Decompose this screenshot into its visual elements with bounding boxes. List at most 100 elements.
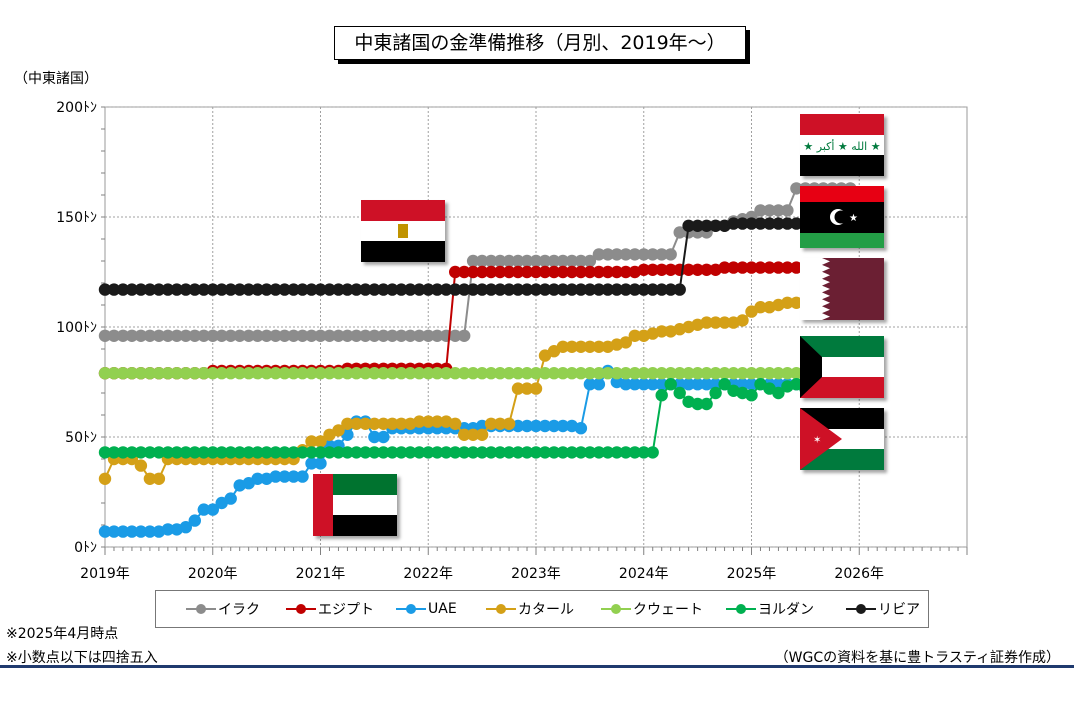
data-point [727, 217, 740, 230]
data-point [422, 446, 435, 459]
data-point [431, 283, 444, 296]
data-point [547, 419, 561, 433]
data-point [377, 430, 390, 444]
data-point [736, 367, 749, 380]
data-point [754, 204, 767, 217]
data-point [449, 265, 462, 279]
data-point [790, 367, 803, 380]
y-tick-label: 150ﾄﾝ [56, 210, 97, 226]
data-point [188, 367, 201, 380]
data-point [251, 283, 264, 296]
data-point [772, 217, 785, 230]
x-tick-label: 2022年 [403, 566, 453, 582]
data-point [565, 340, 579, 353]
data-point [601, 283, 614, 296]
data-point [547, 265, 561, 279]
kuwait-flag [800, 336, 884, 398]
data-point [233, 283, 246, 296]
legend-item: エジプト [286, 591, 374, 627]
data-point [583, 446, 597, 459]
data-point [529, 419, 543, 433]
data-point [296, 446, 309, 459]
data-point [646, 283, 659, 296]
data-point [233, 446, 246, 459]
data-point [637, 378, 650, 391]
y-tick-label: 100ﾄﾝ [56, 320, 97, 336]
data-point [592, 340, 606, 353]
data-point [520, 367, 534, 380]
data-point [754, 367, 767, 380]
data-point [314, 435, 327, 448]
data-point [601, 265, 614, 279]
data-point [565, 367, 579, 380]
data-point [278, 470, 291, 483]
data-point [628, 329, 641, 342]
data-point [475, 254, 489, 268]
data-point [529, 446, 543, 459]
data-point [278, 446, 291, 459]
data-point [736, 261, 749, 274]
x-tick-label: 2025年 [727, 566, 777, 582]
data-point [781, 217, 794, 230]
data-point [179, 283, 192, 296]
data-point [341, 417, 354, 430]
data-point [116, 367, 130, 380]
data-point [781, 261, 794, 274]
data-point [772, 261, 785, 274]
data-point [646, 367, 659, 380]
data-point [98, 367, 112, 380]
data-point [673, 378, 686, 391]
data-point [709, 316, 722, 329]
data-point [287, 446, 300, 459]
legend-marker [396, 604, 426, 614]
data-point [484, 283, 498, 296]
x-tick-label: 2020年 [188, 566, 238, 582]
legend-item: リビア [846, 591, 920, 627]
data-point [233, 329, 246, 342]
data-point [484, 417, 498, 430]
data-point [556, 265, 570, 279]
data-point [475, 446, 489, 459]
data-point [413, 329, 426, 342]
legend-marker [726, 604, 756, 614]
data-point [134, 283, 148, 296]
series-クウェート [98, 367, 875, 380]
data-point [125, 446, 139, 459]
series-ヨルダン [98, 378, 821, 459]
data-point [511, 265, 525, 279]
data-point [260, 329, 273, 342]
data-point [296, 283, 309, 296]
data-point [314, 283, 327, 296]
data-point [511, 382, 525, 395]
data-point [152, 367, 166, 380]
x-tick-label: 2024年 [619, 566, 669, 582]
data-point [287, 470, 300, 483]
data-point [134, 459, 148, 472]
data-point [493, 367, 507, 380]
data-point [107, 329, 121, 342]
bottom-divider [0, 665, 1074, 668]
data-point [377, 329, 390, 342]
data-point [206, 283, 219, 296]
data-point [449, 367, 462, 380]
series-エジプト [98, 259, 866, 380]
data-point [332, 367, 345, 380]
data-point [745, 367, 758, 380]
data-point [170, 446, 183, 459]
svg-text:✶: ✶ [813, 435, 821, 446]
data-point [395, 417, 408, 430]
data-point [754, 217, 767, 230]
data-point [745, 261, 758, 274]
legend-label: イラク [218, 602, 260, 618]
data-point [493, 283, 507, 296]
data-point [143, 283, 157, 296]
data-point [413, 446, 426, 459]
data-point [736, 217, 749, 230]
libya-flag: ★ [800, 186, 884, 248]
data-point [260, 283, 273, 296]
data-point [134, 367, 148, 380]
data-point [619, 336, 632, 349]
data-point [98, 446, 112, 459]
data-point [556, 446, 570, 459]
data-point [341, 446, 354, 459]
